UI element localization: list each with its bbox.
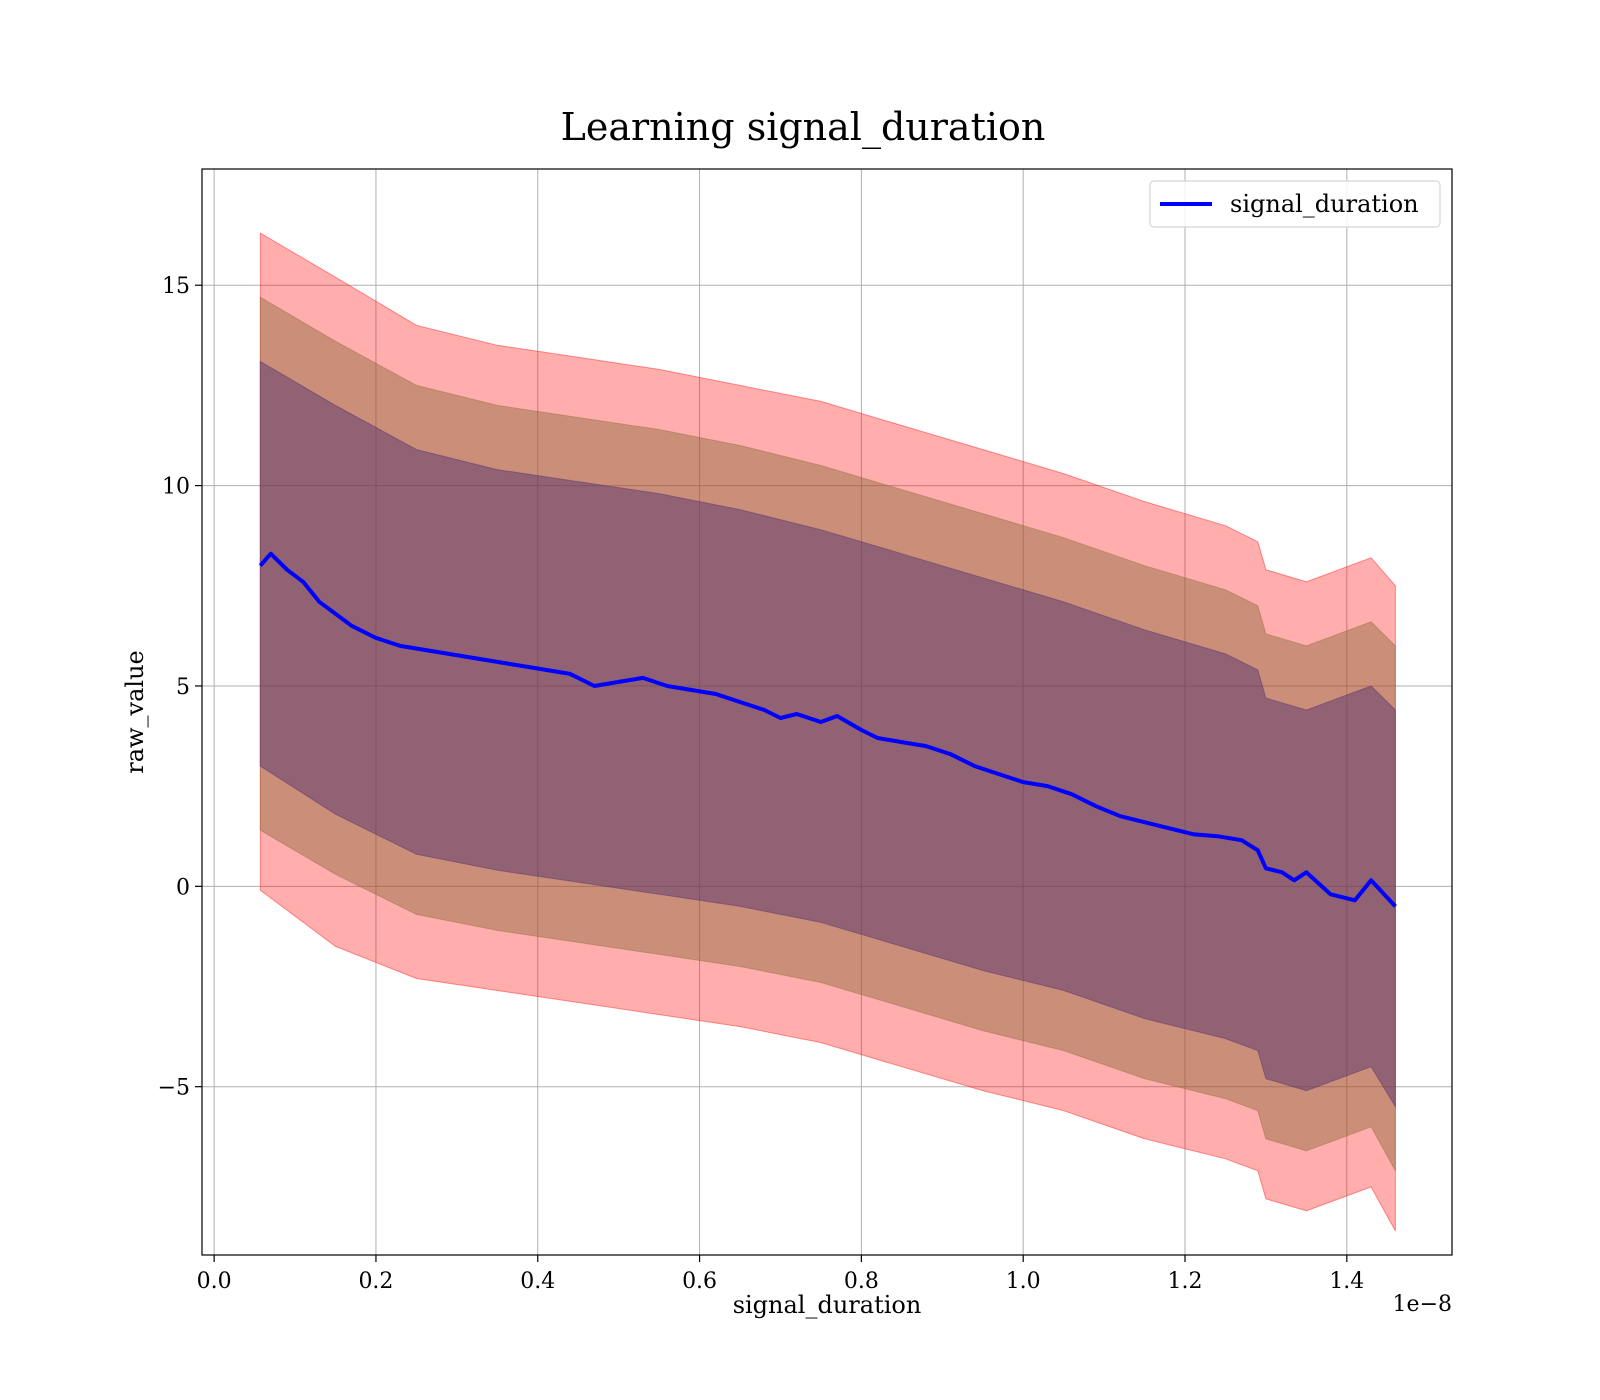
x-tick-label: 0.0 xyxy=(197,1269,232,1294)
confidence-band-2 xyxy=(259,360,1396,1109)
x-tick-label: 1.2 xyxy=(1168,1269,1203,1294)
x-tick-label: 0.4 xyxy=(520,1269,555,1294)
confidence-band-0 xyxy=(259,232,1396,1232)
x-tick-label: 1.4 xyxy=(1329,1269,1364,1294)
y-axis-ticks: −5 0 5 10 15 xyxy=(158,274,202,1101)
y-tick-label: 15 xyxy=(162,274,190,299)
y-tick-label: 10 xyxy=(162,475,190,500)
x-tick-label: 1.0 xyxy=(1006,1269,1041,1294)
confidence-bands xyxy=(259,232,1396,1232)
y-tick-label: 5 xyxy=(176,675,190,700)
x-tick-label: 0.6 xyxy=(682,1269,717,1294)
x-tick-label: 0.8 xyxy=(844,1269,879,1294)
legend-label: signal_duration xyxy=(1230,190,1419,218)
series-lines xyxy=(258,551,1397,908)
y-axis-label: raw_value xyxy=(121,650,149,774)
series-line-0 xyxy=(258,551,1397,908)
confidence-band-1 xyxy=(259,296,1396,1172)
grid-lines xyxy=(202,169,1452,1255)
legend-box xyxy=(1149,180,1441,228)
legend: signal_duration xyxy=(1149,180,1441,228)
x-axis-offset-text: 1e−8 xyxy=(1393,1292,1452,1317)
y-tick-label: 0 xyxy=(176,875,190,900)
plot-frame xyxy=(201,168,1453,1256)
chart-title: Learning signal_duration xyxy=(561,105,1046,150)
y-tick-label: −5 xyxy=(158,1076,190,1101)
x-tick-label: 0.2 xyxy=(358,1269,393,1294)
x-axis-ticks: 0.0 0.2 0.4 0.6 0.8 1.0 1.2 1.4 xyxy=(197,1255,1364,1294)
x-axis-label: signal_duration xyxy=(733,1291,922,1319)
